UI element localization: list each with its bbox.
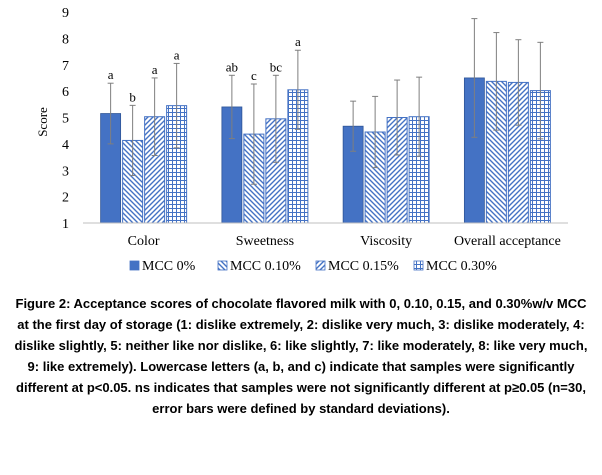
y-tick-label: 8	[62, 32, 69, 47]
x-tick-label: Color	[128, 234, 160, 249]
x-tick-label: Viscosity	[360, 234, 412, 249]
y-tick-label: 5	[62, 112, 69, 127]
significance-letter: a	[295, 34, 301, 49]
significance-letter: a	[108, 67, 114, 82]
y-tick-label: 4	[62, 138, 69, 153]
y-axis: 1 2 3 4 5 6 7 8 9	[62, 6, 69, 232]
legend-label: MCC 0%	[142, 259, 196, 274]
y-tick-label: 3	[62, 164, 69, 179]
legend-swatch	[315, 260, 326, 271]
significance-letter: a	[152, 62, 158, 77]
y-tick-label: 6	[62, 85, 69, 100]
y-tick-label: 7	[62, 59, 69, 74]
x-tick-label: Sweetness	[236, 234, 294, 249]
significance-letter: ab	[226, 59, 238, 74]
y-tick-label: 9	[62, 6, 69, 21]
y-tick-label: 1	[62, 217, 69, 232]
significance-letter: a	[174, 47, 180, 62]
legend: MCC 0% MCC 0.10% MCC 0.15% MCC 0.30%	[129, 259, 497, 274]
legend-label: MCC 0.10%	[230, 259, 301, 274]
legend-swatch	[217, 260, 228, 271]
error-bars	[107, 18, 544, 185]
legend-swatch	[129, 260, 140, 271]
legend-swatch	[413, 260, 424, 271]
y-axis-title: Score	[35, 107, 50, 137]
figure-caption: Figure 2: Acceptance scores of chocolate…	[14, 296, 588, 416]
legend-label: MCC 0.30%	[426, 259, 497, 274]
legend-label: MCC 0.15%	[328, 259, 399, 274]
significance-letter: b	[129, 89, 136, 104]
bars	[100, 77, 551, 224]
x-axis: Color Sweetness Viscosity Overall acceptanc…	[83, 222, 568, 249]
x-tick-label: Overall acceptance	[454, 234, 561, 249]
significance-letter: c	[251, 68, 257, 83]
y-tick-label: 2	[62, 191, 69, 206]
significance-letter: bc	[270, 59, 283, 74]
